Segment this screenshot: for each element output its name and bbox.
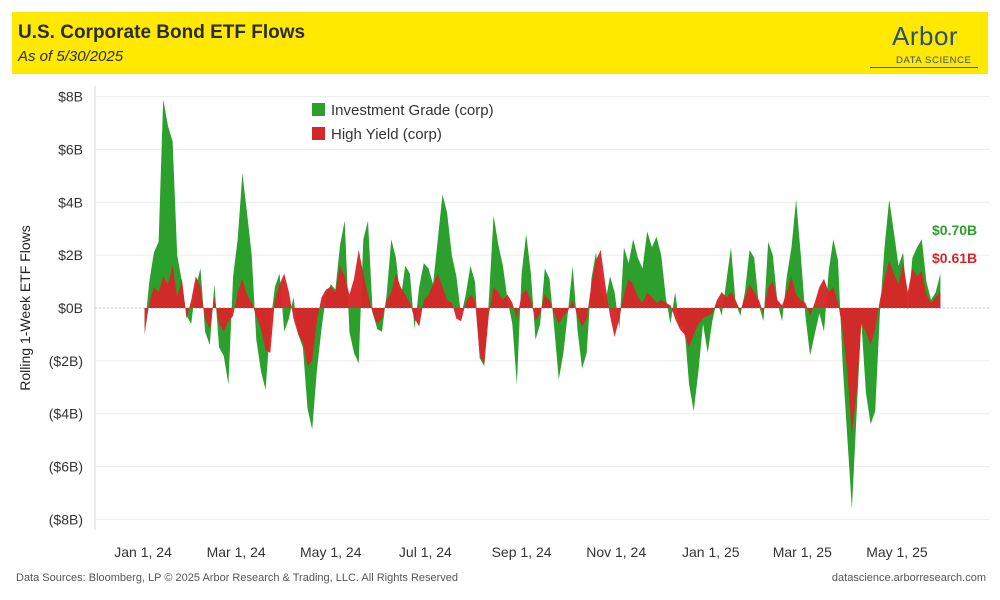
y-axis-title: Rolling 1-Week ETF Flows [17,225,33,390]
x-tick-label: Sep 1, 24 [492,544,552,560]
y-tick-label: ($8B) [49,511,83,527]
y-tick-label: $8B [58,89,83,105]
x-tick-label: May 1, 24 [300,544,362,560]
y-tick-label: $4B [58,194,83,210]
arbor-logo: Arbor DATA SCIENCE [868,18,988,72]
y-tick-label: ($6B) [49,459,83,475]
chart-subtitle: As of 5/30/2025 [18,48,124,65]
area-layer [144,99,941,509]
axis-layer: $8B $6B $4B $2B $0B ($2B) ($4B) ($6B) ($8B) Jan 1… [17,86,928,560]
x-tick-label: Mar 1, 24 [207,544,266,560]
logo-wordmark: Arbor [892,21,959,51]
y-tick-label: ($4B) [49,406,83,422]
legend-label-high-yield: High Yield (corp) [331,126,442,143]
x-tick-label: Jan 1, 24 [114,544,172,560]
legend-swatch-high-yield [312,127,325,140]
label-layer: Investment Grade (corp) High Yield (corp)… [312,102,977,266]
x-tick-label: Jul 1, 24 [399,544,452,560]
y-tick-label: $2B [58,247,83,263]
y-tick-label: $6B [58,141,83,157]
x-tick-label: May 1, 25 [866,544,928,560]
grid-layer [95,96,990,520]
logo-subtitle: DATA SCIENCE [896,55,972,66]
x-tick-label: Jan 1, 25 [682,544,740,560]
y-tick-label: $0B [58,300,83,316]
y-tick-label: ($2B) [49,353,83,369]
legend-label-investment-grade: Investment Grade (corp) [331,102,494,119]
end-value-investment-grade: $0.70B [932,222,977,238]
logo-underline [870,67,978,68]
footer-sources: Data Sources: Bloomberg, LP © 2025 Arbor… [16,572,459,584]
x-tick-label: Nov 1, 24 [586,544,646,560]
x-tick-label: Mar 1, 25 [773,544,832,560]
footer-url[interactable]: datascience.arborresearch.com [831,572,986,584]
end-value-high-yield: $0.61B [932,250,977,266]
header-banner: U.S. Corporate Bond ETF Flows As of 5/30… [12,12,988,74]
high-yield-area [144,249,941,435]
legend-swatch-investment-grade [312,103,325,116]
chart-title: U.S. Corporate Bond ETF Flows [18,22,306,43]
